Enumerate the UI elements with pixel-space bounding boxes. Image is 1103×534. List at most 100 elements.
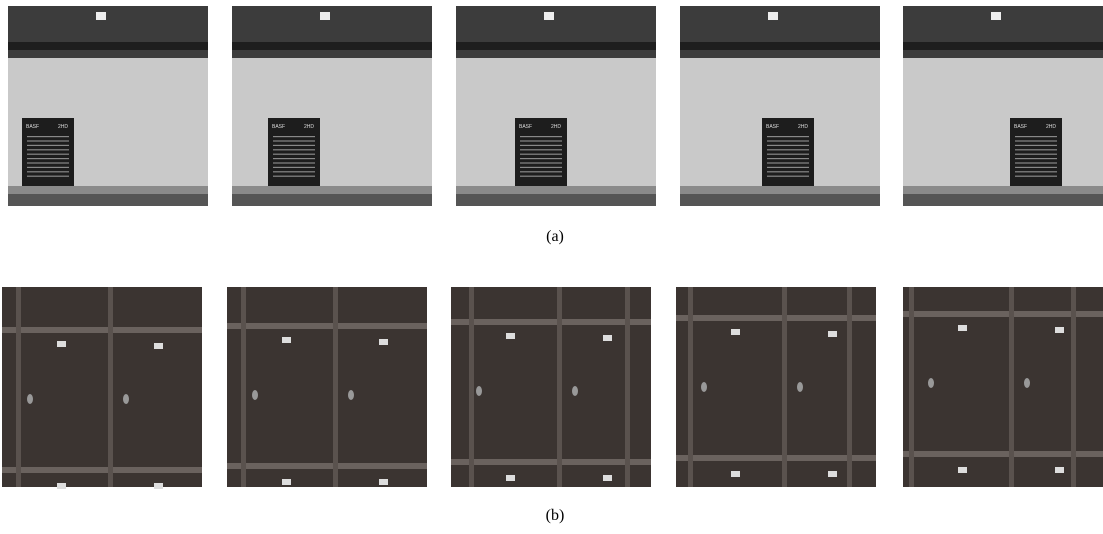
light xyxy=(320,12,330,20)
box-line xyxy=(767,136,809,137)
box-line xyxy=(27,167,69,168)
photo xyxy=(676,287,876,487)
box-line xyxy=(1015,140,1057,141)
rail xyxy=(108,287,113,487)
rail xyxy=(16,287,21,487)
box-line xyxy=(273,149,315,150)
rail xyxy=(688,287,693,487)
floor xyxy=(8,194,208,206)
box-line xyxy=(520,171,562,172)
box-line xyxy=(767,167,809,168)
box-line xyxy=(767,149,809,150)
photo xyxy=(903,287,1103,487)
box-line xyxy=(520,136,562,137)
box-line xyxy=(767,154,809,155)
rail xyxy=(2,327,202,333)
light xyxy=(544,12,554,20)
rail xyxy=(676,315,876,321)
label xyxy=(1055,327,1064,333)
box-line xyxy=(520,140,562,141)
box-text: 2HD xyxy=(551,124,561,130)
label xyxy=(828,471,837,477)
box-text: 2HD xyxy=(304,124,314,130)
box-line xyxy=(520,149,562,150)
label xyxy=(57,483,66,489)
label xyxy=(282,479,291,485)
box-line xyxy=(273,140,315,141)
lock xyxy=(701,382,707,392)
box-line xyxy=(767,171,809,172)
box-text: BASF xyxy=(1014,124,1027,130)
photo: BASF2HD xyxy=(903,6,1103,206)
box-line xyxy=(767,176,809,177)
box-line xyxy=(767,140,809,141)
ledge xyxy=(232,186,432,194)
box-line xyxy=(27,140,69,141)
beam xyxy=(232,42,432,50)
wood xyxy=(227,287,427,487)
rail xyxy=(241,287,246,487)
beam xyxy=(8,42,208,50)
beam xyxy=(456,42,656,50)
label xyxy=(506,475,515,481)
box-line xyxy=(520,158,562,159)
wood xyxy=(451,287,651,487)
label xyxy=(57,341,66,347)
box-line xyxy=(1015,176,1057,177)
lock xyxy=(123,394,129,404)
box-line xyxy=(273,145,315,146)
figure: (a) (b) BASF2HDBASF2HDBASF2HDBASF2HDBASF… xyxy=(0,0,1103,534)
rail xyxy=(847,287,852,487)
box-text: 2HD xyxy=(58,124,68,130)
box-line xyxy=(273,167,315,168)
box-line xyxy=(27,154,69,155)
label xyxy=(154,483,163,489)
label xyxy=(731,329,740,335)
light xyxy=(96,12,106,20)
rail xyxy=(1009,287,1014,487)
lock xyxy=(252,390,258,400)
ceiling xyxy=(8,6,208,58)
ceiling xyxy=(232,6,432,58)
box-line xyxy=(767,145,809,146)
box-line xyxy=(1015,167,1057,168)
ceiling xyxy=(456,6,656,58)
lock xyxy=(928,378,934,388)
ledge xyxy=(680,186,880,194)
ceiling xyxy=(680,6,880,58)
box-line xyxy=(273,176,315,177)
lock xyxy=(1024,378,1030,388)
lock xyxy=(572,386,578,396)
rail xyxy=(2,467,202,473)
box-line xyxy=(27,145,69,146)
floor xyxy=(456,194,656,206)
caption: (b) xyxy=(546,507,565,524)
box-line xyxy=(520,176,562,177)
box-line xyxy=(520,145,562,146)
rail xyxy=(451,319,651,325)
rail xyxy=(676,455,876,461)
ceiling xyxy=(903,6,1103,58)
rail xyxy=(782,287,787,487)
label xyxy=(506,333,515,339)
rail xyxy=(227,463,427,469)
box-line xyxy=(27,162,69,163)
lock xyxy=(797,382,803,392)
rail xyxy=(909,287,914,487)
box-line xyxy=(520,154,562,155)
box-line xyxy=(273,158,315,159)
label xyxy=(379,479,388,485)
ledge xyxy=(456,186,656,194)
wood xyxy=(2,287,202,487)
box-line xyxy=(1015,171,1057,172)
box-line xyxy=(520,167,562,168)
label xyxy=(731,471,740,477)
box-line xyxy=(273,136,315,137)
box-line xyxy=(27,158,69,159)
box-line xyxy=(520,162,562,163)
box-line xyxy=(1015,154,1057,155)
floor xyxy=(903,194,1103,206)
box-line xyxy=(273,171,315,172)
